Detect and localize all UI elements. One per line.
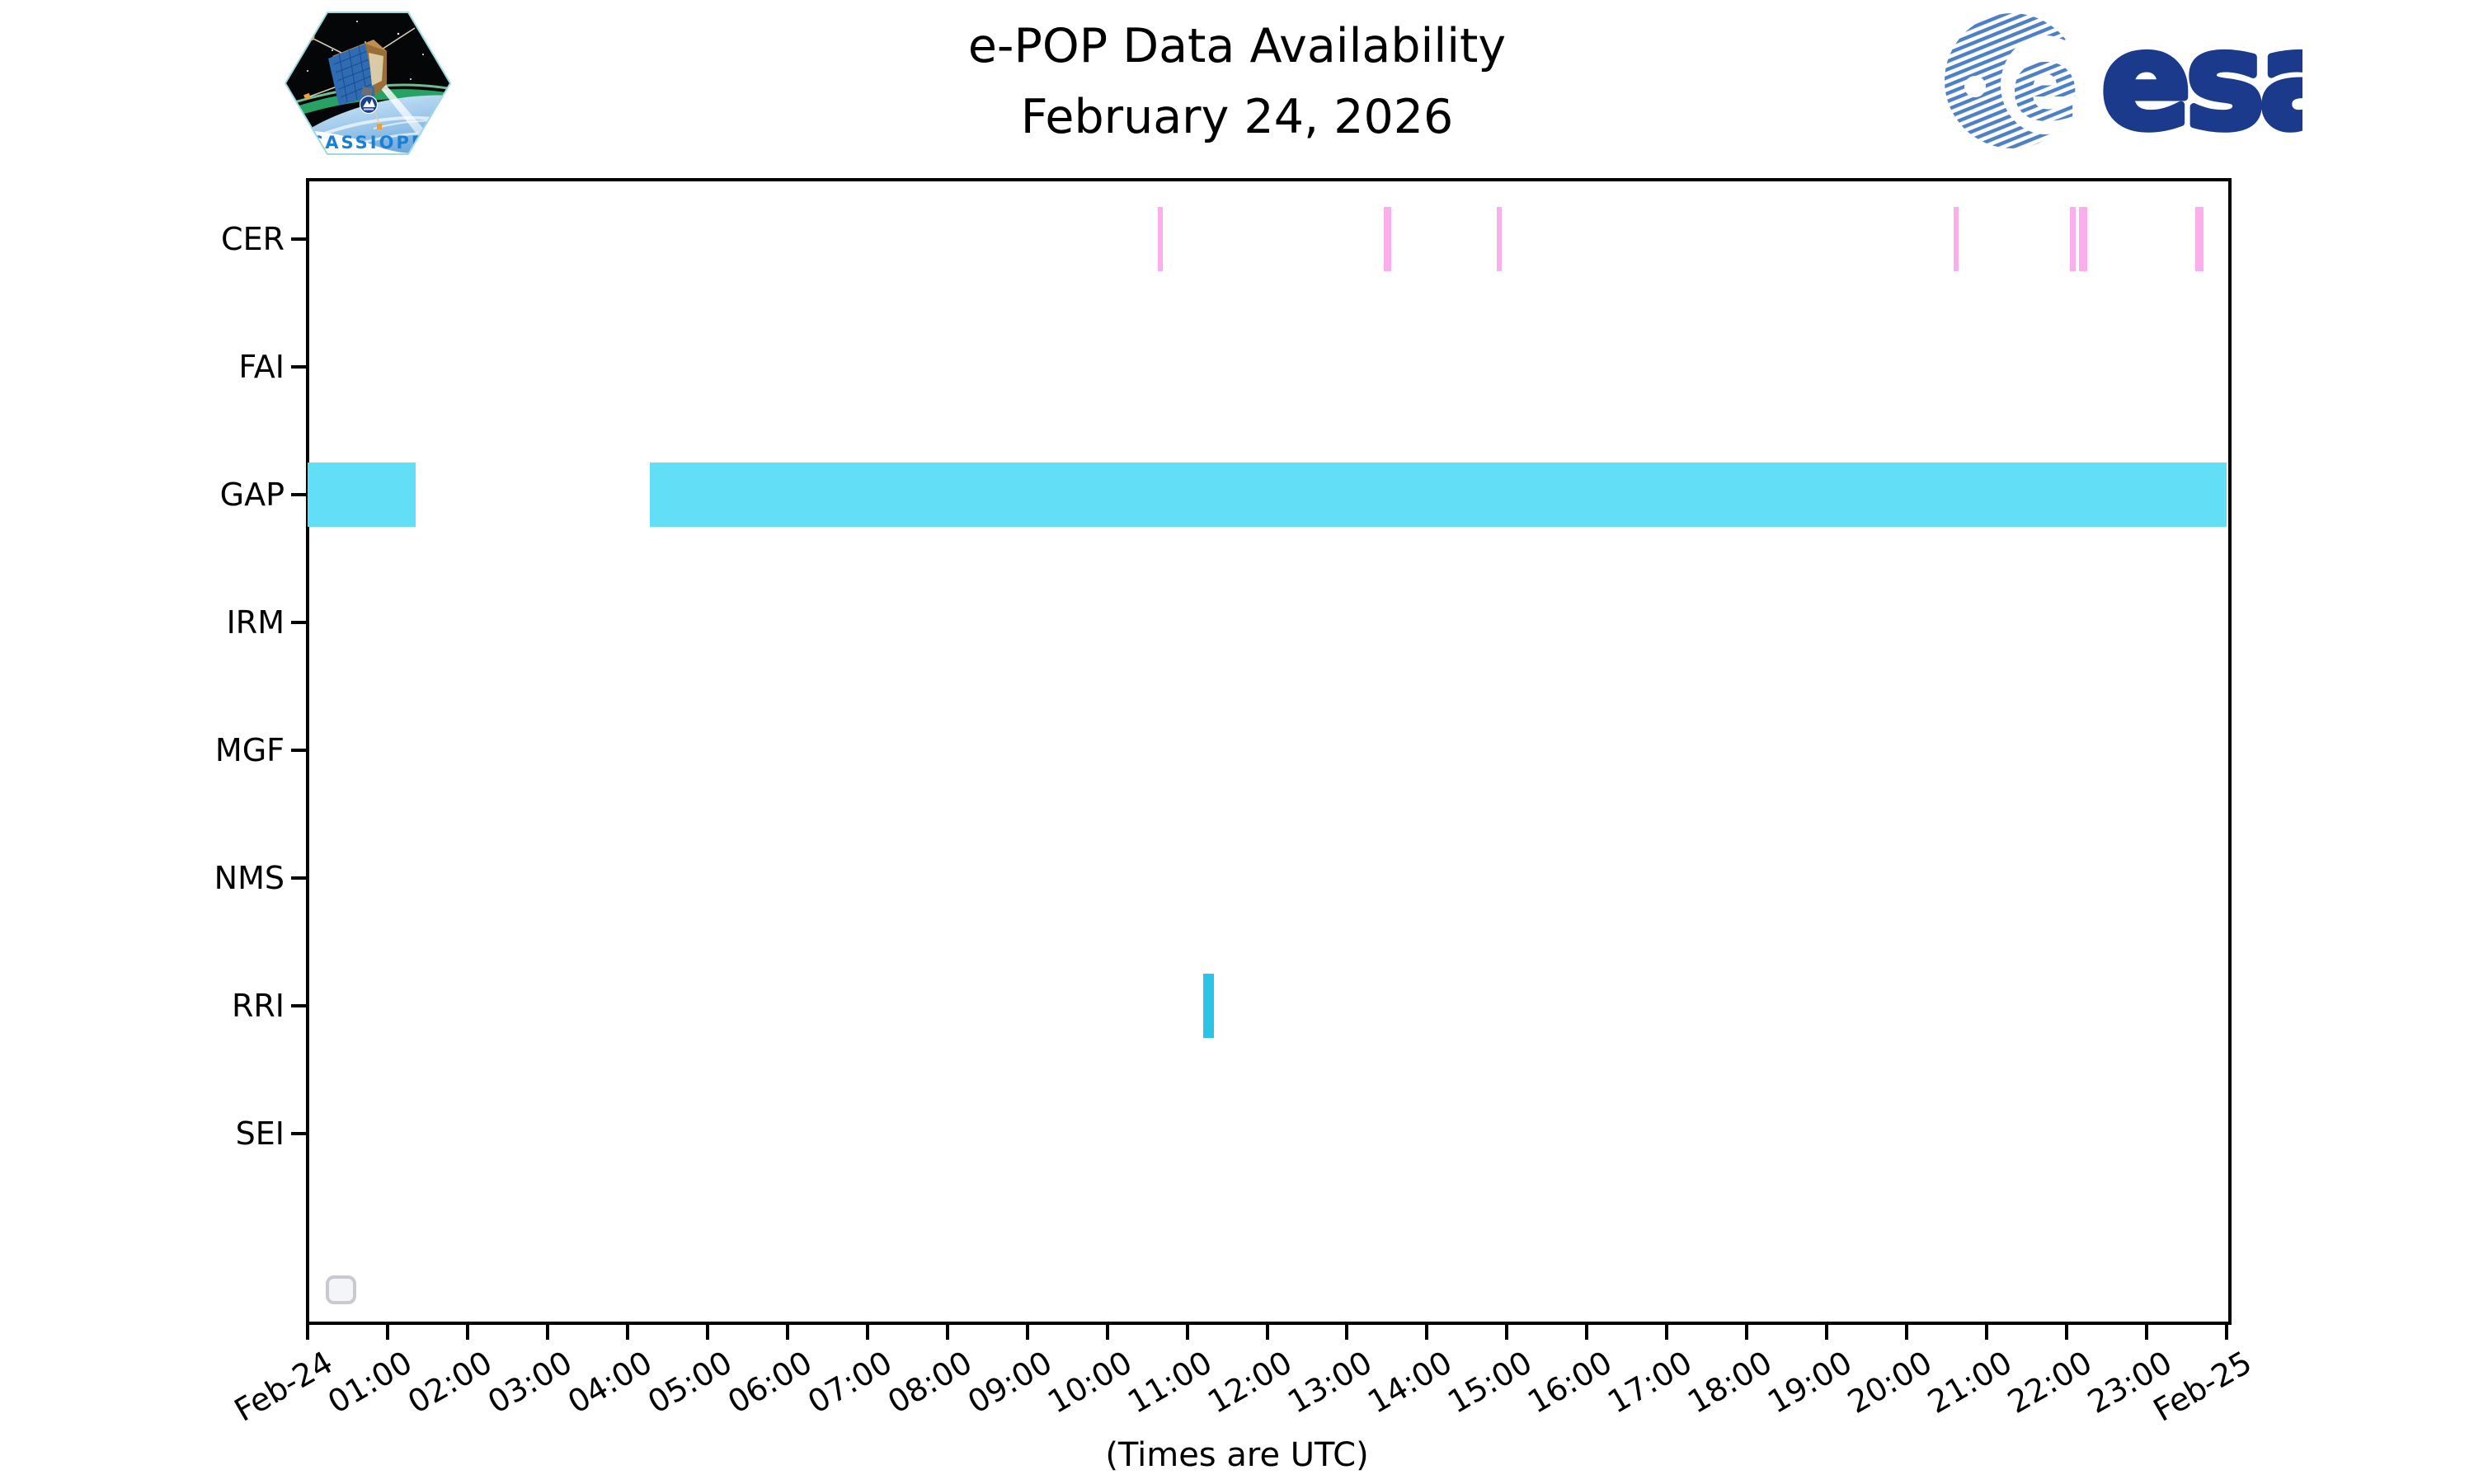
- cassiope-mission-patch-logo: CASSIOPE: [284, 12, 452, 155]
- x-tick: [1665, 1323, 1669, 1340]
- x-tick: [385, 1323, 389, 1340]
- x-tick: [2065, 1323, 2069, 1340]
- x-tick-label: 16:00: [1522, 1344, 1618, 1421]
- x-tick-label: 14:00: [1362, 1344, 1458, 1421]
- availability-bar-gap: [308, 463, 416, 527]
- y-tick: [291, 493, 308, 496]
- x-tick-label: 05:00: [642, 1344, 739, 1421]
- x-tick: [625, 1323, 629, 1340]
- x-tick-label: 09:00: [962, 1344, 1059, 1421]
- x-tick: [1025, 1323, 1029, 1340]
- x-tick: [1985, 1323, 1989, 1340]
- availability-bar-cer: [2195, 207, 2204, 271]
- x-tick: [785, 1323, 789, 1340]
- patch-beam: [372, 74, 425, 134]
- esa-wordmark: esa: [2101, 7, 2302, 155]
- x-tick-label: 04:00: [562, 1344, 659, 1421]
- y-tick-label-cer: CER: [221, 221, 285, 257]
- x-tick: [1425, 1323, 1429, 1340]
- x-tick-label: 10:00: [1042, 1344, 1139, 1421]
- x-axis-note: (Times are UTC): [1105, 1436, 1369, 1474]
- x-tick-label: 13:00: [1282, 1344, 1378, 1421]
- y-tick: [291, 749, 308, 752]
- x-tick: [2145, 1323, 2149, 1340]
- availability-bar-cer: [1954, 207, 1959, 271]
- x-tick: [1745, 1323, 1749, 1340]
- plot-area: [306, 178, 2232, 1325]
- y-tick-label-rri: RRI: [231, 988, 285, 1024]
- x-tick-label: 03:00: [482, 1344, 579, 1421]
- y-tick-label-irm: IRM: [226, 604, 285, 641]
- x-tick-label: 07:00: [802, 1344, 899, 1421]
- x-tick: [2225, 1323, 2228, 1340]
- x-tick: [1905, 1323, 1909, 1340]
- y-tick: [291, 1132, 308, 1135]
- x-tick-label: 08:00: [882, 1344, 979, 1421]
- x-tick-label: Feb-24: [228, 1344, 339, 1429]
- y-tick: [291, 876, 308, 880]
- availability-bar-cer: [2069, 207, 2076, 271]
- x-tick: [865, 1323, 869, 1340]
- x-tick-label: 02:00: [402, 1344, 499, 1421]
- availability-bar-cer: [1157, 207, 1164, 271]
- x-tick: [1185, 1323, 1189, 1340]
- availability-bar-rri: [1202, 974, 1214, 1038]
- x-tick: [1505, 1323, 1509, 1340]
- patch-satellite: [303, 27, 416, 129]
- x-tick-label: 19:00: [1761, 1344, 1858, 1421]
- chart-title-line2: February 24, 2026: [1020, 89, 1454, 144]
- y-tick: [291, 1004, 308, 1007]
- x-tick: [945, 1323, 949, 1340]
- x-tick-label: 21:00: [1921, 1344, 2018, 1421]
- x-tick-label: 06:00: [722, 1344, 819, 1421]
- csa-roundel: [359, 95, 379, 115]
- x-tick-label: 12:00: [1202, 1344, 1298, 1421]
- patch-title: CASSIOPE: [310, 133, 426, 153]
- x-tick-label: 18:00: [1681, 1344, 1778, 1421]
- esa-logo: e esa: [1945, 7, 2302, 155]
- chart-title-line1: e-POP Data Availability: [967, 19, 1507, 73]
- x-tick: [1585, 1323, 1589, 1340]
- availability-bar-cer: [2078, 207, 2088, 271]
- availability-bar-gap: [649, 463, 2227, 527]
- x-tick: [306, 1323, 309, 1340]
- x-tick: [1345, 1323, 1349, 1340]
- x-tick-label: 15:00: [1442, 1344, 1538, 1421]
- x-tick: [1105, 1323, 1109, 1340]
- x-tick: [545, 1323, 549, 1340]
- y-tick: [291, 237, 308, 241]
- chart-title: e-POP Data Availability February 24, 202…: [0, 12, 2474, 153]
- x-tick-label: 17:00: [1601, 1344, 1698, 1421]
- y-tick-label-sei: SEI: [235, 1115, 285, 1152]
- availability-bar-cer: [1496, 207, 1502, 271]
- y-tick-label-fai: FAI: [238, 349, 285, 385]
- y-tick-label-nms: NMS: [214, 860, 285, 896]
- y-tick-label-mgf: MGF: [214, 732, 285, 768]
- y-tick: [291, 365, 308, 369]
- x-tick: [1825, 1323, 1829, 1340]
- x-tick: [1265, 1323, 1269, 1340]
- x-tick: [465, 1323, 469, 1340]
- x-tick-label: 22:00: [2001, 1344, 2098, 1421]
- svg-text:e: e: [2011, 25, 2081, 144]
- x-tick-label: 11:00: [1122, 1344, 1219, 1421]
- y-tick: [291, 621, 308, 624]
- x-tick-label: 01:00: [322, 1344, 419, 1421]
- legend-placeholder: [326, 1275, 356, 1304]
- esa-globe-icon: e: [1945, 13, 2090, 148]
- availability-bar-cer: [1384, 207, 1391, 271]
- x-tick-label: 20:00: [1841, 1344, 1938, 1421]
- x-tick: [705, 1323, 709, 1340]
- y-tick-label-gap: GAP: [219, 477, 285, 513]
